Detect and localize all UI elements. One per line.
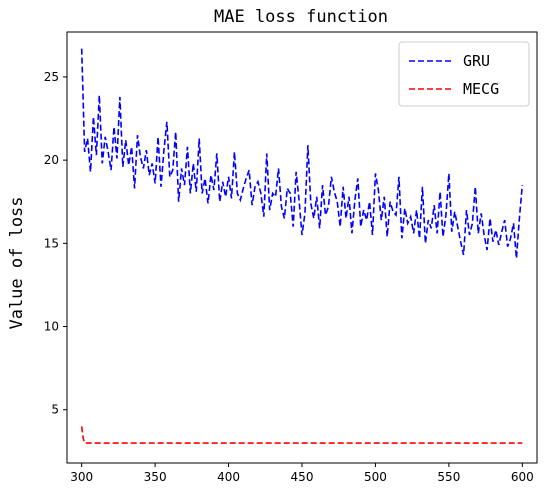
y-tick-label: 10 (44, 320, 59, 334)
y-axis-label: Value of loss (7, 196, 27, 329)
chart-title: MAE loss function (214, 7, 388, 27)
y-tick-label: 5 (51, 403, 59, 417)
legend: GRU MECG (398, 41, 530, 107)
y-tick-label: 20 (44, 153, 59, 167)
legend-box (398, 41, 530, 107)
legend-label-gru: GRU (463, 52, 490, 70)
x-tick-label: 400 (217, 470, 240, 484)
x-tick-label: 300 (70, 470, 93, 484)
x-tick-label: 450 (291, 470, 314, 484)
y-tick-label: 15 (44, 236, 59, 250)
legend-label-mecg: MECG (463, 80, 499, 98)
series-line-gru (80, 48, 524, 259)
x-tick-label: 500 (364, 470, 387, 484)
axes: 300 350 400 450 500 550 600 5 10 15 20 25 (44, 31, 538, 484)
x-tick-label: 550 (437, 470, 460, 484)
plot-area (80, 48, 524, 444)
x-tick-label: 350 (144, 470, 167, 484)
series-line-mecg (80, 426, 523, 444)
x-tick-label: 600 (511, 470, 534, 484)
y-tick-label: 25 (44, 70, 59, 84)
